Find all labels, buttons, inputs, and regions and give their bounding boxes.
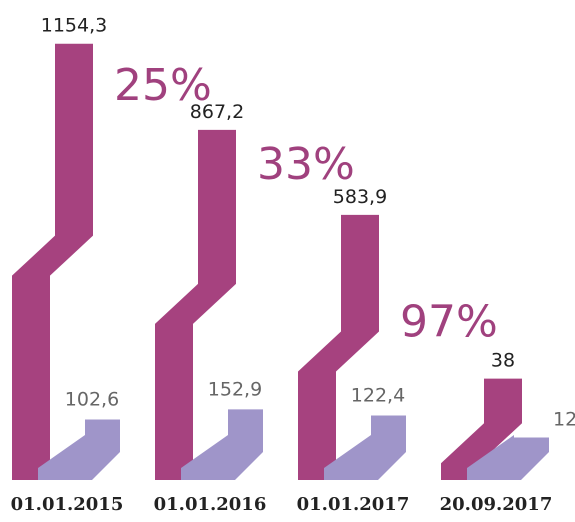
sub-value-label: 122,4	[351, 385, 405, 407]
main-value-label: 867,2	[190, 101, 244, 123]
main-value-label: 583,9	[333, 186, 387, 208]
main-value-label: 38	[491, 350, 515, 372]
sub-value-label: 102,6	[65, 388, 119, 410]
date-label: 01.01.2017	[297, 494, 410, 515]
date-label: 20.09.2017	[440, 494, 553, 515]
sub-bar	[324, 415, 406, 480]
sub-value-label: 12,5	[553, 409, 575, 431]
change-label: 25%	[114, 60, 212, 111]
main-bar	[441, 378, 522, 480]
main-value-label: 1154,3	[41, 15, 107, 37]
date-label: 01.01.2016	[154, 494, 267, 515]
main-bar	[298, 214, 379, 480]
sub-bar	[181, 409, 263, 480]
date-label: 01.01.2015	[11, 494, 124, 515]
main-bar	[155, 129, 236, 480]
main-bar	[12, 43, 93, 481]
sub-value-label: 152,9	[208, 378, 262, 400]
change-label: 33%	[257, 139, 355, 190]
change-label: 97%	[400, 297, 498, 348]
sub-bar	[467, 435, 549, 480]
sub-bar	[38, 419, 120, 480]
